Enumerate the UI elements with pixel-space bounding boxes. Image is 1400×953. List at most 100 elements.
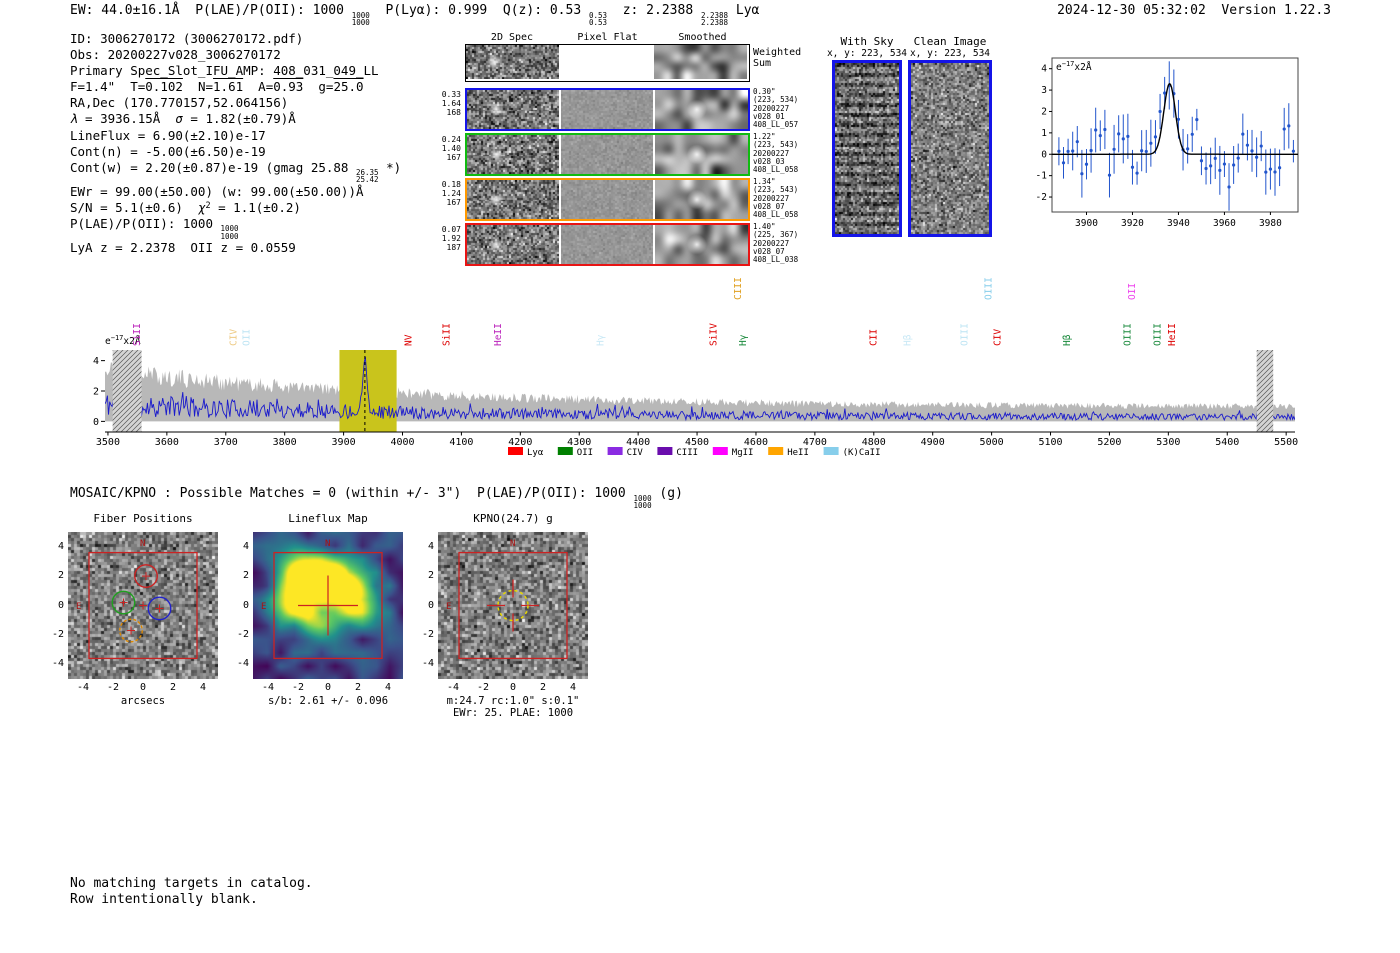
data-point	[1080, 172, 1084, 176]
unit-token: −17	[111, 334, 124, 342]
emission-line-label: OII	[1127, 283, 1138, 300]
x-tick-label: -4	[446, 682, 460, 693]
stacked-fraction: 1000 1000	[351, 10, 370, 27]
with-sky-image	[835, 63, 899, 234]
cutout-smoothed-image	[655, 90, 748, 129]
emission-line-label: Hβ	[902, 334, 913, 346]
cutout-row-right-labels: 1.34" (223, 543) 20200227 v028_07 408_LL_058	[753, 177, 833, 219]
x-tick-label: 5100	[1038, 437, 1062, 448]
x-tick-label: 4000	[390, 437, 414, 448]
emission-line-label: SiII	[132, 323, 143, 346]
y-tick-label: -2	[421, 628, 434, 640]
flux-unit-label: e−17x2Å	[105, 334, 141, 347]
gaussian-fit-curve	[1052, 82, 1298, 155]
x-tick-label: 3600	[155, 437, 179, 448]
info-line: EWr = 99.00(±50.00) (w: 99.00(±50.00))Å	[70, 184, 401, 200]
data-point	[1057, 149, 1061, 153]
footer-line: No matching targets in catalog.	[70, 876, 313, 891]
cutout-2d-spec-image	[467, 135, 559, 174]
extraction-box	[458, 551, 568, 660]
kpno-title: KPNO(24.7) g	[473, 512, 553, 525]
y-tick-label: 1	[1041, 128, 1047, 139]
text-run: Cont(w) = 2.20(±0.87)e-19 (gmag 25.88	[70, 159, 356, 175]
cutout-left-value: 0.07	[441, 225, 461, 234]
text-run: χ	[197, 199, 206, 215]
data-point	[1213, 156, 1217, 160]
fiber-circle	[134, 564, 158, 589]
x-tick-label: -4	[261, 682, 275, 693]
cutout-right-value: v028_07	[753, 246, 785, 256]
text-run: Lyα	[728, 3, 760, 18]
x-tick-label: 4400	[626, 437, 650, 448]
stacked-fraction: 26.35 25.42	[355, 168, 379, 185]
data-point	[1098, 134, 1102, 138]
emission-line-label: SiIV	[708, 323, 719, 346]
weighted-smoothed-image	[654, 45, 747, 79]
weighted-2d-spec-image	[466, 45, 559, 79]
data-point	[1273, 170, 1277, 174]
x-tick-label: 2	[539, 682, 547, 693]
extraction-box	[88, 551, 198, 660]
x-tick-label: 5400	[1215, 437, 1239, 448]
legend-label: (K)CaII	[843, 448, 881, 458]
cutout-right-value: 20200227	[753, 103, 790, 113]
cutout-left-value: 1.92	[441, 234, 461, 244]
y-tick-label: 0	[57, 599, 64, 611]
text-run: LineFlux = 6.90(±2.10)e-17	[70, 127, 266, 143]
cutout-row	[465, 178, 750, 221]
text-run: EW: 44.0±16.1Å P(LAE)/P(OII): 1000	[70, 3, 352, 18]
x-tick-label: 0	[509, 682, 517, 693]
compass-north-label: N	[510, 539, 515, 549]
masked-region-hatch	[1256, 350, 1274, 432]
lineflux-map-overlay: NE	[261, 539, 383, 660]
data-point	[1245, 143, 1250, 147]
cutout-right-value: 0.30"	[753, 87, 776, 96]
data-point	[1222, 162, 1227, 166]
masked-region-hatch	[112, 350, 142, 432]
y-tick-label: 4	[242, 540, 249, 552]
emission-line-label: NV	[403, 334, 414, 346]
text-run: 0.102	[145, 79, 183, 95]
with-sky-title: With Sky	[840, 35, 894, 48]
cutout-left-value: 0.33	[441, 90, 461, 99]
x-tick-label: 4	[569, 682, 577, 693]
emission-line-label: SiII	[442, 323, 453, 346]
x-tick-label: 5300	[1156, 437, 1180, 448]
data-point	[1218, 168, 1222, 172]
x-tick-label: 3940	[1167, 218, 1190, 229]
x-tick-label: 3960	[1213, 218, 1236, 229]
cutout-right-value: 20200227	[753, 148, 790, 158]
info-line: Cont(w) = 2.20(±0.87)e-19 (gmag 25.88 26…	[70, 160, 401, 184]
cutout-pixel-flat-image	[561, 180, 653, 219]
cutout-2d-spec-image	[467, 180, 559, 219]
x-tick-label: -2	[291, 682, 305, 693]
cutout-left-value: 1.64	[441, 99, 461, 109]
data-point	[1236, 156, 1240, 160]
data-point	[1140, 149, 1144, 153]
text-run: Primary Spec_Slot_IFU_AMP: 408_031_049_L…	[70, 63, 379, 79]
legend-swatch	[712, 447, 728, 455]
lineflux-map-panel: -4 -4 -2 -2 0 0 2 2 4 4 N E	[233, 526, 433, 693]
y-tick-label: -2	[51, 628, 64, 640]
line-fit-zoom-plot: 3900 3920 3940 3960 3980 4 3 2 1 0 -1 -2 e−17x2Å	[1036, 57, 1299, 229]
x-tick-label: 3900	[332, 437, 356, 448]
x-tick-label: 4500	[685, 437, 709, 448]
data-point	[1061, 161, 1066, 165]
x-tick-label: 5000	[980, 437, 1004, 448]
y-tick-label: -4	[51, 658, 64, 670]
fiber-circle	[119, 618, 143, 643]
cutout-right-value: 1.40"	[753, 222, 776, 231]
unit-token: e	[1056, 62, 1062, 73]
text-run: F=1.4" T=	[70, 79, 146, 95]
cutout-left-value: 167	[446, 153, 461, 163]
data-point	[1144, 149, 1148, 154]
cutout-smoothed-image	[655, 135, 748, 174]
text-run: 2	[205, 200, 211, 211]
full-spectrum-plot: 3500 3600 3700 3800 3900 4000 4100 4200 4300 4400…	[93, 277, 1298, 458]
info-line: Primary Spec_Slot_IFU_AMP: 408_031_049_L…	[70, 63, 401, 79]
x-tick-label: 5500	[1274, 437, 1298, 448]
y-tick-label: 2	[93, 387, 99, 398]
data-point	[1158, 109, 1162, 114]
x-tick-label: 4100	[449, 437, 473, 448]
spectrum-layer	[105, 350, 1295, 432]
